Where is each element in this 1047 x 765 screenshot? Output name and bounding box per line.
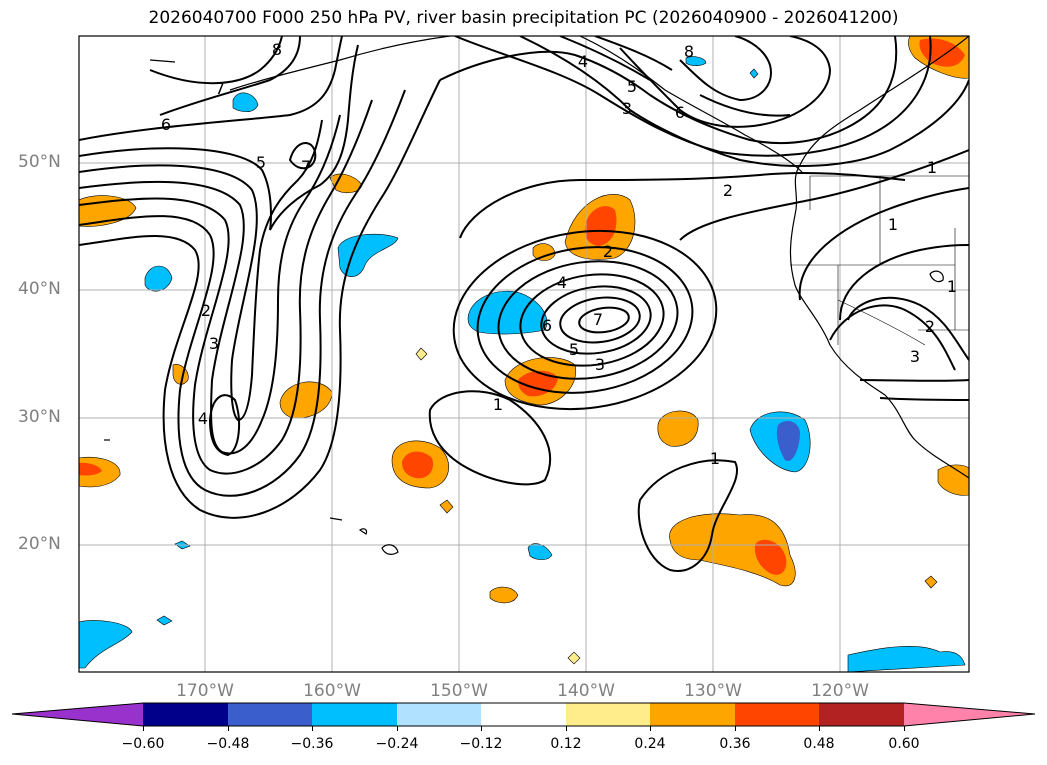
contour-label: 3 [622,99,632,118]
contour-label: 6 [675,103,685,122]
colorbar-tick-label: −0.48 [206,736,250,752]
colorbar-segment [566,703,650,726]
lat-label: 30°N [18,407,61,427]
coastlines [104,36,969,555]
colorbar-tick-label: −0.60 [121,736,165,752]
contour-label: 4 [557,273,567,292]
contour-label: 3 [209,334,219,353]
contour-label: 5 [627,77,637,96]
borders [790,175,969,346]
colorbar-extend-low [12,703,143,726]
contour-label: 4 [198,409,208,428]
lon-label: 170°W [176,681,234,701]
contour-label: 1 [888,215,898,234]
contour-label: 1 [947,277,957,296]
colorbar-tick-label: 0.24 [634,736,666,752]
contour-label: 6 [161,115,171,134]
pv-contour-labels: 1 1 1 1 1 2 2 2 2 3 3 3 3 4 4 4 5 5 5 6 … [161,40,957,468]
colorbar-segment [312,703,397,726]
colorbar-segment [735,703,819,726]
contour-label: 1 [927,158,937,177]
colorbar-segment [143,703,228,726]
lon-label: 150°W [430,681,488,701]
contour-label: 8 [684,42,694,61]
colorbar-tick-label: 0.12 [550,736,582,752]
contour-label: 5 [569,340,579,359]
lat-label: 20°N [18,534,61,554]
plot-frame [78,35,970,673]
colorbar-tick-label: 0.48 [803,736,835,752]
precip-shading-negative [79,56,966,672]
colorbar-tick-label: −0.24 [375,736,419,752]
colorbar [11,702,1036,727]
contour-label: 4 [578,52,588,71]
colorbar-tick-label: −0.12 [459,736,503,752]
colorbar-segment [650,703,735,726]
colorbar-tick-label: 0.60 [888,736,920,752]
lon-label: 140°W [557,681,615,701]
lat-label: 50°N [18,152,61,172]
colorbar-segment [481,703,566,726]
contour-label: 1 [493,395,503,414]
contour-label: 7 [215,79,225,98]
contour-label: 7 [301,157,311,176]
contour-label: 2 [925,317,935,336]
contour-label: 8 [272,40,282,59]
colorbar-segment [819,703,904,726]
contour-label: 2 [603,242,613,261]
contour-label: 2 [723,181,733,200]
contour-label: 3 [595,355,605,374]
pv-contours [79,36,969,572]
colorbar-segment [397,703,481,726]
map-title: 2026040700 F000 250 hPa PV, river basin … [148,8,899,28]
contour-label: 6 [542,316,552,335]
colorbar-tick-label: −0.36 [290,736,334,752]
contour-label: 7 [593,310,603,329]
lon-label: 120°W [811,681,869,701]
colorbar-segment [228,703,312,726]
colorbar-tick-label: 0.36 [719,736,751,752]
contour-label: 5 [256,153,266,172]
lon-label: 160°W [303,681,361,701]
contour-label: 2 [201,301,211,320]
plot-area [79,36,969,672]
lon-label: 130°W [684,681,742,701]
lat-label: 40°N [18,279,61,299]
contour-label: 3 [910,347,920,366]
contour-label: 1 [710,449,720,468]
colorbar-extend-high [904,703,1035,726]
